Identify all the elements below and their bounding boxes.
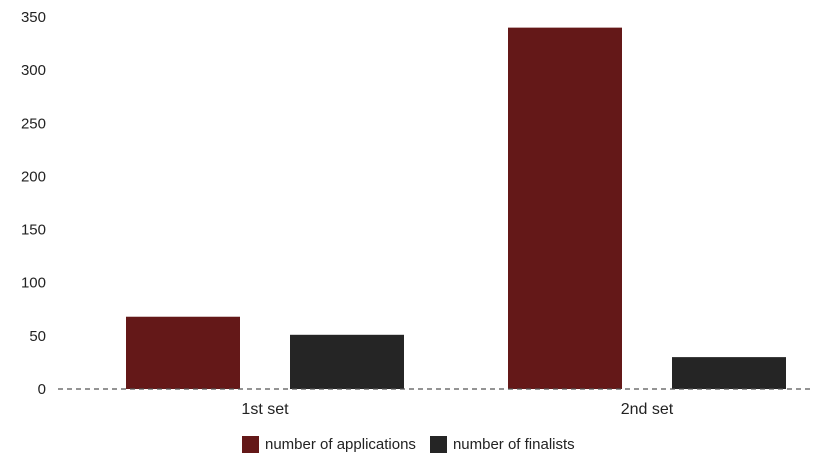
legend-swatch-finalists: [429, 435, 447, 453]
y-axis-ticks: 0 50 100 150 200 250 300 350: [21, 9, 46, 398]
legend-item-applications: number of applications: [242, 435, 416, 453]
x-category-label: 1st set: [241, 401, 289, 418]
y-tick-label: 50: [29, 328, 46, 345]
x-axis-labels: 1st set 2nd set: [241, 401, 673, 418]
legend-label-finalists: number of finalists: [452, 435, 575, 453]
y-tick-label: 150: [21, 222, 46, 239]
x-category-label: 2nd set: [621, 401, 674, 418]
legend-swatch-applications: [242, 435, 259, 453]
bar-finalists-1: [290, 334, 404, 389]
y-tick-label: 350: [21, 9, 46, 26]
y-tick-label: 100: [21, 275, 46, 292]
bars: [126, 27, 786, 389]
bar-finalists-2: [672, 357, 786, 389]
legend-label-applications: number of applications: [265, 435, 416, 453]
y-tick-label: 250: [21, 115, 46, 132]
y-tick-label: 0: [38, 381, 46, 398]
legend: number of applications number of finalis…: [242, 434, 589, 454]
y-tick-label: 300: [21, 62, 46, 79]
y-tick-label: 200: [21, 168, 46, 185]
legend-item-finalists: number of finalists: [429, 435, 575, 453]
bar-applications-1: [126, 316, 240, 389]
bar-applications-2: [508, 27, 622, 389]
